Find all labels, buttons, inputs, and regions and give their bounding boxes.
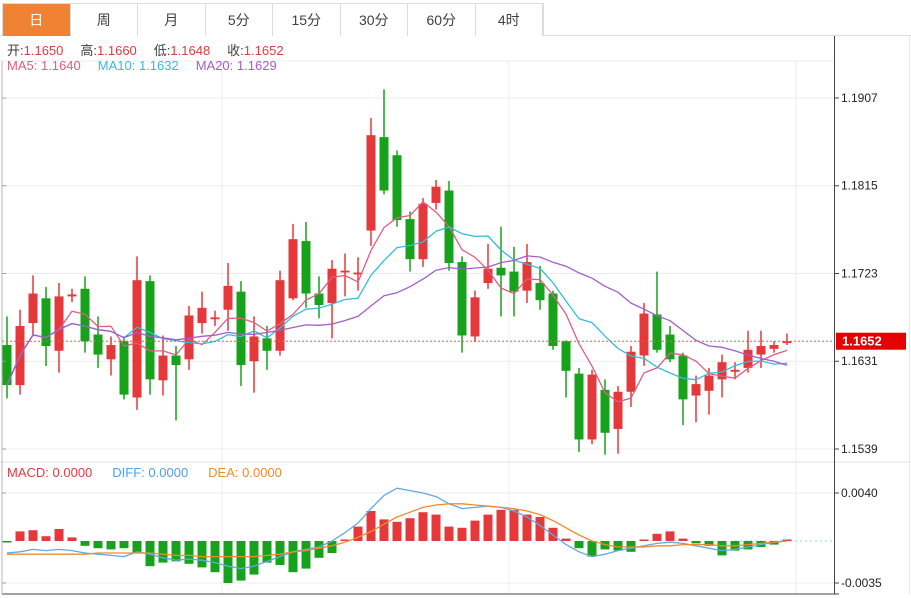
tab-week[interactable]: 周 bbox=[70, 4, 138, 36]
ohlc-open: 开:1.1650 bbox=[7, 43, 64, 58]
ohlc-readout: 开:1.1650 高:1.1660 低:1.1648 收:1.1652 bbox=[7, 40, 284, 59]
last-price-badge: 1.1652 bbox=[836, 332, 906, 350]
svg-text:1.1815: 1.1815 bbox=[841, 179, 878, 193]
svg-text:1.1631: 1.1631 bbox=[841, 354, 878, 368]
ma10-line bbox=[6, 226, 788, 386]
ohlc-high: 高:1.1660 bbox=[80, 43, 137, 58]
svg-text:0.0040: 0.0040 bbox=[841, 486, 878, 500]
macd-readout: MACD: 0.0000 DIFF: 0.0000 DEA: 0.0000 bbox=[7, 465, 282, 480]
tab-30min[interactable]: 30分 bbox=[340, 4, 408, 36]
tab-month[interactable]: 月 bbox=[138, 4, 206, 36]
svg-text:1.1652: 1.1652 bbox=[842, 334, 882, 349]
tab-4hour[interactable]: 4时 bbox=[475, 4, 543, 36]
dea-value: DEA: 0.0000 bbox=[208, 465, 282, 480]
candles-layer bbox=[2, 89, 792, 455]
macd-histogram bbox=[2, 487, 835, 583]
tab-day[interactable]: 日 bbox=[3, 4, 71, 36]
svg-text:1.1539: 1.1539 bbox=[841, 442, 878, 456]
diff-value: DIFF: 0.0000 bbox=[112, 465, 189, 480]
price-axis: 1.1907 1.1815 1.1723 1.1631 1.1539 0.0040 -0.0… bbox=[1, 36, 910, 595]
ma5-line bbox=[6, 201, 788, 403]
ma5-readout: MA5: 1.1640 bbox=[7, 58, 81, 73]
svg-text:1.1723: 1.1723 bbox=[841, 266, 878, 280]
macd-value: MACD: 0.0000 bbox=[7, 465, 93, 480]
period-tabbar: 日 周 月 5分 15分 30分 60分 4时 bbox=[2, 3, 544, 36]
svg-text:-0.0035: -0.0035 bbox=[841, 576, 882, 590]
gridlines bbox=[0, 60, 911, 594]
svg-text:1.1907: 1.1907 bbox=[841, 91, 878, 105]
ohlc-low: 低:1.1648 bbox=[153, 43, 211, 58]
ma20-readout: MA20: 1.1629 bbox=[195, 58, 277, 73]
tab-5min[interactable]: 5分 bbox=[205, 4, 273, 36]
ma20-line bbox=[6, 255, 788, 386]
ma-lines bbox=[6, 201, 788, 403]
tab-60min[interactable]: 60分 bbox=[408, 4, 476, 36]
ohlc-close: 收:1.1652 bbox=[227, 43, 284, 58]
tab-15min[interactable]: 15分 bbox=[273, 4, 341, 36]
ma-readout: MA5: 1.1640 MA10: 1.1632 MA20: 1.1629 bbox=[7, 58, 277, 73]
ma10-readout: MA10: 1.1632 bbox=[97, 58, 179, 73]
